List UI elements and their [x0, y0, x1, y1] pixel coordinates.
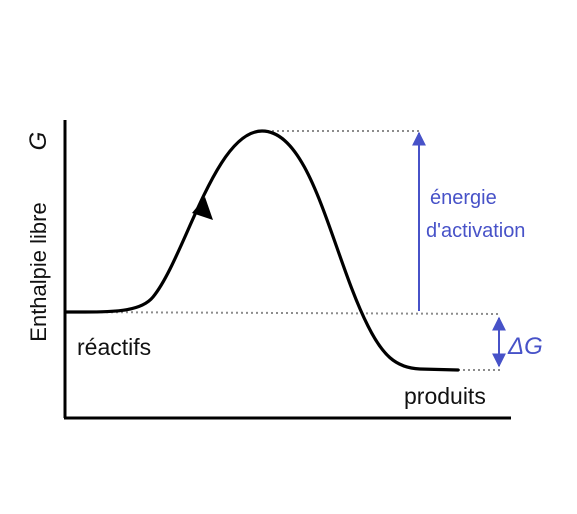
energy-curve [64, 129, 460, 372]
products-label: produits [404, 383, 486, 409]
reactants-label: réactifs [77, 334, 151, 360]
delta-g-label: ΔG [507, 333, 543, 360]
axes [63, 120, 511, 420]
activation-energy-label-line1: énergie [430, 187, 497, 209]
y-axis-label: Enthalpie libre [26, 202, 51, 341]
guides [65, 130, 501, 371]
activation-energy-label-line2: d'activation [426, 220, 525, 242]
y-axis-symbol: G [25, 132, 52, 151]
reactant-guide [65, 311, 501, 315]
arrowhead-icon [192, 197, 213, 220]
